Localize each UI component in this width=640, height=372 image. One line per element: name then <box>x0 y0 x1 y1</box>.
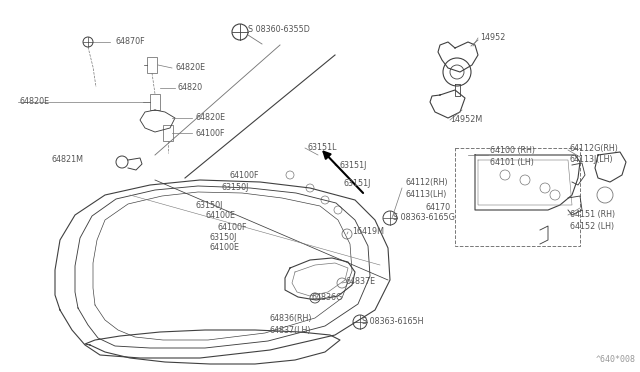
Text: 14952M: 14952M <box>450 115 483 125</box>
Text: ^640*008: ^640*008 <box>596 355 636 364</box>
Text: 64100F: 64100F <box>218 224 248 232</box>
Text: 63150J: 63150J <box>222 183 250 192</box>
Bar <box>147 57 157 73</box>
Text: 64821M: 64821M <box>52 155 84 164</box>
Text: 63151J: 63151J <box>343 179 371 187</box>
Text: 64152 (LH): 64152 (LH) <box>570 222 614 231</box>
Text: 64820E: 64820E <box>195 113 225 122</box>
Text: 64837(LH): 64837(LH) <box>270 326 312 334</box>
Text: 64837E: 64837E <box>345 278 375 286</box>
Text: 64836(RH): 64836(RH) <box>270 314 312 323</box>
Text: 64100F: 64100F <box>230 170 259 180</box>
Text: 64113(LH): 64113(LH) <box>405 190 446 199</box>
Bar <box>163 125 173 141</box>
Text: 14952: 14952 <box>480 33 506 42</box>
Bar <box>150 94 160 110</box>
Text: S 08360-6355D: S 08360-6355D <box>248 26 310 35</box>
Text: 63150J: 63150J <box>195 201 222 209</box>
Text: 64112G(RH): 64112G(RH) <box>570 144 619 153</box>
Text: 16419M: 16419M <box>352 228 384 237</box>
Text: 64820: 64820 <box>178 83 203 93</box>
Text: 63150J: 63150J <box>210 234 237 243</box>
Text: 64101 (LH): 64101 (LH) <box>490 157 534 167</box>
Text: S 08363-6165H: S 08363-6165H <box>362 317 424 327</box>
Text: 64100E: 64100E <box>205 211 235 219</box>
Text: 64100F: 64100F <box>195 128 225 138</box>
Text: 64820E: 64820E <box>175 64 205 73</box>
Text: 64113J(LH): 64113J(LH) <box>570 155 614 164</box>
Text: 64870F: 64870F <box>115 38 145 46</box>
Text: 64170: 64170 <box>425 203 450 212</box>
Text: 64151 (RH): 64151 (RH) <box>570 211 615 219</box>
Text: 63151J: 63151J <box>340 160 367 170</box>
Text: 64100 (RH): 64100 (RH) <box>490 145 535 154</box>
Text: 64820E: 64820E <box>20 97 50 106</box>
Text: 64100E: 64100E <box>210 244 240 253</box>
Bar <box>455 148 580 246</box>
Text: S 08363-6165G: S 08363-6165G <box>393 214 455 222</box>
Text: 63151L: 63151L <box>308 144 337 153</box>
Text: 64836G: 64836G <box>312 294 343 302</box>
Text: 64112(RH): 64112(RH) <box>405 179 447 187</box>
